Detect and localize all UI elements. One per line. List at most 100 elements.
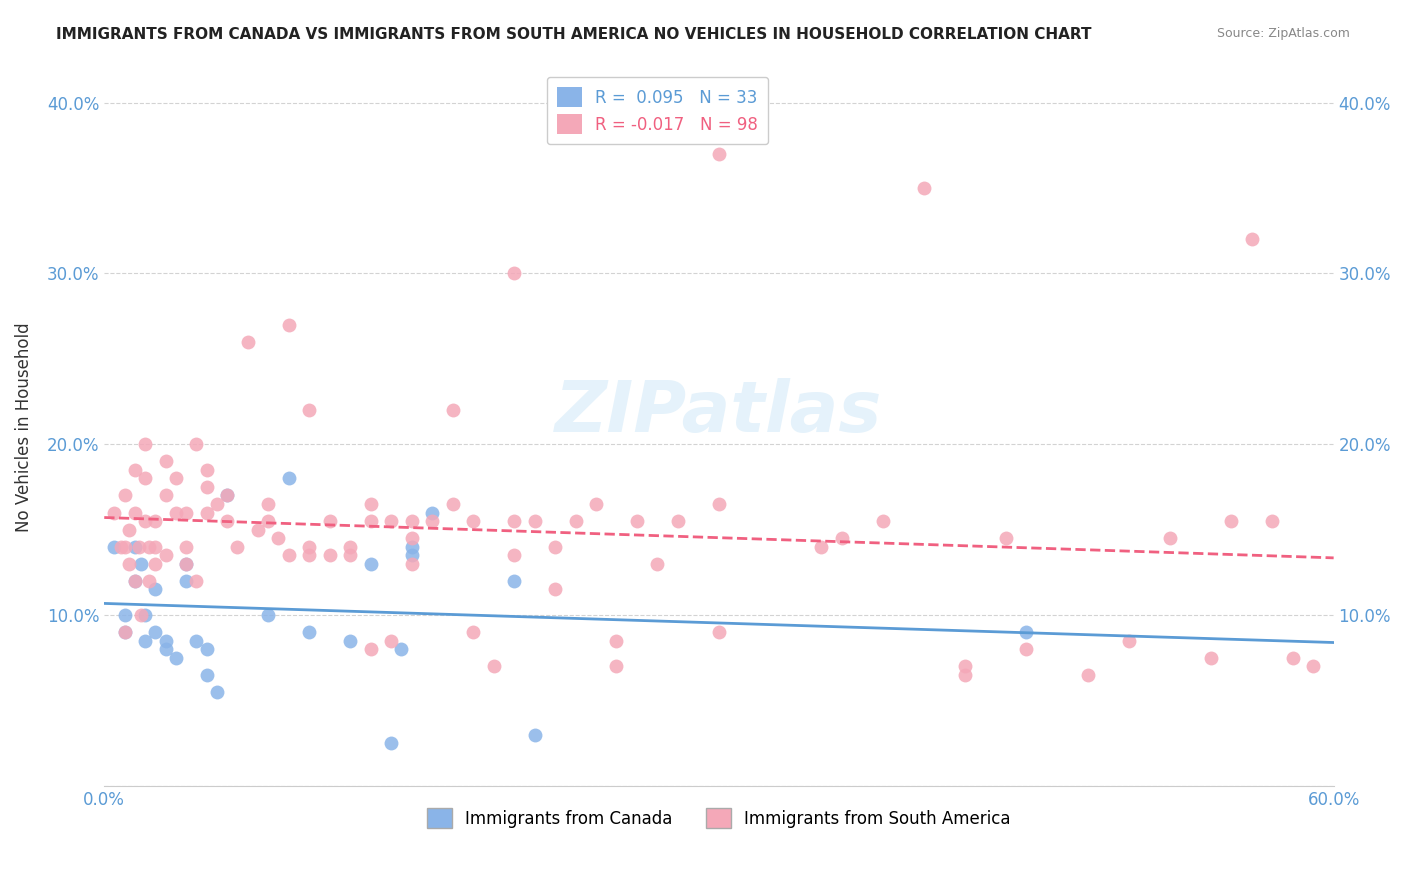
Point [1077, 667, 1099, 681]
Point [1015, 625, 1038, 640]
Point [124, 574, 146, 588]
Point [134, 633, 156, 648]
Point [1261, 514, 1284, 528]
Point [118, 557, 141, 571]
Y-axis label: No Vehicles in Household: No Vehicles in Household [15, 322, 32, 532]
Legend: Immigrants from Canada, Immigrants from South America: Immigrants from Canada, Immigrants from … [420, 801, 1018, 835]
Point [953, 667, 976, 681]
Point [605, 633, 627, 648]
Point [277, 471, 299, 485]
Point [810, 540, 832, 554]
Point [1159, 531, 1181, 545]
Point [165, 650, 187, 665]
Point [647, 557, 669, 571]
Text: ZIPatlas: ZIPatlas [555, 378, 883, 447]
Point [666, 514, 689, 528]
Point [195, 506, 218, 520]
Point [257, 607, 280, 622]
Point [605, 659, 627, 673]
Point [277, 548, 299, 562]
Point [707, 497, 730, 511]
Text: IMMIGRANTS FROM CANADA VS IMMIGRANTS FROM SOUTH AMERICA NO VEHICLES IN HOUSEHOLD: IMMIGRANTS FROM CANADA VS IMMIGRANTS FRO… [56, 27, 1091, 42]
Point [401, 540, 423, 554]
Point [585, 497, 607, 511]
Point [174, 574, 197, 588]
Point [205, 497, 228, 511]
Point [1240, 232, 1263, 246]
Point [380, 736, 402, 750]
Point [195, 667, 218, 681]
Point [339, 633, 361, 648]
Point [401, 514, 423, 528]
Point [155, 642, 177, 657]
Point [1302, 659, 1324, 673]
Point [831, 531, 853, 545]
Point [138, 574, 160, 588]
Point [129, 607, 152, 622]
Point [298, 540, 321, 554]
Point [257, 514, 280, 528]
Point [441, 403, 464, 417]
Point [134, 514, 156, 528]
Point [118, 523, 141, 537]
Point [339, 548, 361, 562]
Point [318, 548, 340, 562]
Point [360, 557, 382, 571]
Point [114, 488, 136, 502]
Point [103, 506, 125, 520]
Point [298, 625, 321, 640]
Point [544, 582, 567, 597]
Point [165, 506, 187, 520]
Point [145, 625, 167, 640]
Point [461, 514, 484, 528]
Point [226, 540, 249, 554]
Point [360, 497, 382, 511]
Point [195, 480, 218, 494]
Point [205, 685, 228, 699]
Point [707, 625, 730, 640]
Point [420, 506, 443, 520]
Point [953, 659, 976, 673]
Point [155, 488, 177, 502]
Point [420, 514, 443, 528]
Point [124, 463, 146, 477]
Point [503, 514, 526, 528]
Point [544, 540, 567, 554]
Point [1199, 650, 1222, 665]
Point [339, 540, 361, 554]
Point [401, 531, 423, 545]
Point [523, 727, 546, 741]
Point [128, 540, 150, 554]
Point [145, 540, 167, 554]
Point [461, 625, 484, 640]
Point [124, 574, 146, 588]
Point [564, 514, 586, 528]
Point [114, 540, 136, 554]
Point [441, 497, 464, 511]
Point [482, 659, 505, 673]
Point [380, 633, 402, 648]
Point [186, 633, 208, 648]
Point [523, 514, 546, 528]
Point [236, 334, 259, 349]
Point [389, 642, 412, 657]
Point [110, 540, 132, 554]
Point [380, 514, 402, 528]
Point [360, 514, 382, 528]
Point [195, 642, 218, 657]
Point [217, 488, 239, 502]
Point [401, 557, 423, 571]
Point [707, 147, 730, 161]
Point [1281, 650, 1303, 665]
Point [165, 471, 187, 485]
Point [298, 548, 321, 562]
Point [503, 267, 526, 281]
Point [246, 523, 269, 537]
Point [138, 540, 160, 554]
Point [174, 540, 197, 554]
Point [155, 548, 177, 562]
Point [186, 437, 208, 451]
Point [360, 642, 382, 657]
Point [145, 514, 167, 528]
Point [277, 318, 299, 332]
